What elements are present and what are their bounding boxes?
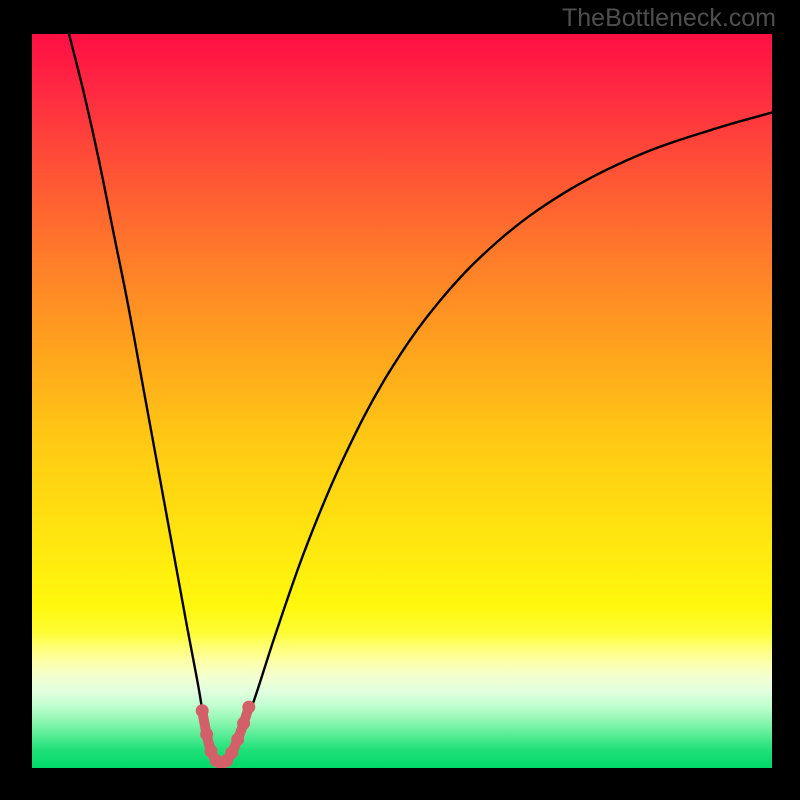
marker-dot bbox=[231, 733, 244, 746]
chart-frame: TheBottleneck.com bbox=[0, 0, 800, 800]
marker-dot bbox=[242, 701, 255, 714]
right-ascending-branch bbox=[221, 113, 772, 764]
bottleneck-curve bbox=[32, 34, 772, 768]
left-descending-branch bbox=[69, 34, 221, 764]
marker-dot bbox=[196, 704, 209, 717]
marker-dot bbox=[200, 728, 213, 741]
watermark-label: TheBottleneck.com bbox=[562, 4, 776, 33]
marker-dot bbox=[225, 746, 238, 759]
marker-dot bbox=[237, 717, 250, 730]
minimum-markers bbox=[196, 701, 256, 768]
plot-area bbox=[32, 34, 772, 768]
